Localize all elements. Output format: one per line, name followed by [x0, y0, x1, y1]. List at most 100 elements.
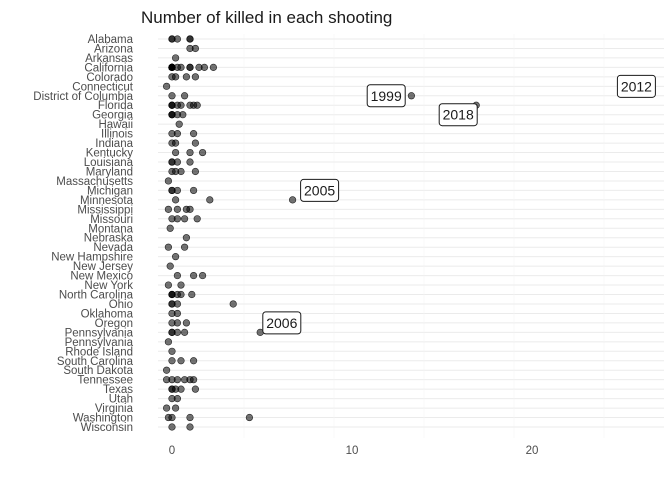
data-point: [182, 319, 190, 327]
data-point: [168, 92, 176, 100]
data-point: [188, 290, 196, 299]
y-tick-label: Michigan: [87, 185, 133, 197]
y-tick-label: South Dakota: [63, 365, 133, 377]
data-point: [177, 63, 185, 71]
annotation-box: [366, 84, 406, 108]
y-tick-label: Hawaii: [98, 119, 133, 131]
data-point: [177, 101, 185, 109]
y-tick-label: Washington: [73, 413, 133, 425]
data-point: [186, 63, 194, 71]
data-point: [172, 404, 180, 412]
y-tick-label: Wisconsin: [81, 422, 133, 434]
y-tick-label: New Mexico: [70, 271, 133, 283]
data-point: [173, 186, 181, 195]
data-point: [173, 130, 181, 138]
data-point: [209, 63, 217, 71]
data-point: [407, 92, 416, 100]
y-tick-label: Nebraska: [84, 233, 134, 245]
y-tick-labels: AlabamaArizonaArkansasCaliforniaColorado…: [33, 34, 134, 434]
data-point: [199, 271, 207, 280]
annotation-box: [300, 178, 340, 202]
data-point: [164, 338, 172, 346]
data-point: [182, 73, 190, 81]
data-point: [166, 262, 174, 270]
data-point: [173, 319, 181, 327]
y-tick-label: Nevada: [93, 242, 133, 254]
data-point: [190, 130, 198, 138]
data-point: [172, 73, 180, 81]
data-point: [173, 300, 181, 308]
y-tick-label: Oklahoma: [81, 308, 134, 320]
data-point: [173, 205, 181, 213]
data-point: [163, 82, 171, 90]
data-point: [175, 120, 183, 128]
y-tick-label: District of Columbia: [33, 91, 133, 103]
data-point: [168, 423, 176, 431]
y-tick-label: Pennsylvania: [65, 337, 134, 349]
data-point: [168, 357, 176, 365]
data-point: [173, 158, 181, 166]
data-point: [172, 196, 180, 204]
annotation-text: 2018: [443, 107, 474, 123]
data-point: [190, 357, 198, 365]
y-tick-label: Maryland: [86, 166, 133, 178]
data-point: [164, 281, 172, 289]
data-point: [229, 300, 237, 308]
chart-title: Number of killed in each shooting: [141, 8, 392, 27]
annotation-label: 2005: [300, 178, 340, 202]
y-tick-label: Texas: [103, 384, 133, 396]
x-tick-label: 0: [169, 445, 175, 457]
y-tick-label: California: [84, 62, 133, 74]
data-point: [190, 271, 198, 280]
annotation-box: [438, 103, 478, 127]
data-point: [186, 158, 194, 166]
data-point: [191, 73, 199, 81]
y-tick-label: Virginia: [95, 403, 134, 415]
data-point: [164, 205, 172, 213]
data-point: [177, 385, 185, 393]
data-point: [182, 234, 190, 242]
data-point: [172, 139, 180, 147]
data-point: [177, 357, 185, 365]
y-tick-label: Georgia: [92, 110, 134, 122]
data-point: [163, 404, 171, 412]
data-point: [181, 215, 189, 223]
y-tick-label: Mississippi: [77, 204, 133, 216]
data-point: [164, 243, 172, 251]
y-tick-label: Minnesota: [80, 195, 134, 207]
data-point: [191, 385, 199, 393]
annotation-label: 2018: [438, 103, 478, 127]
annotation-label: 2012: [616, 74, 656, 98]
data-point: [193, 101, 201, 109]
y-tick-label: South Carolina: [57, 356, 134, 368]
data-point: [181, 328, 189, 336]
annotation-box: [262, 311, 302, 335]
x-tick-labels: 0 10 20: [169, 445, 539, 457]
data-point: [172, 253, 180, 261]
data-point: [191, 139, 199, 147]
y-tick-label: Arizona: [94, 43, 134, 55]
annotation-text: 2005: [304, 182, 335, 198]
y-tick-label: Missouri: [90, 214, 133, 226]
data-point: [177, 167, 185, 176]
data-point: [173, 271, 181, 280]
y-tick-label: Ohio: [109, 299, 133, 311]
data-point: [289, 196, 297, 204]
y-tick-label: New Hampshire: [51, 252, 133, 264]
y-tick-label: Oregon: [95, 318, 133, 330]
annotations: 1999 2012 2018 2005 2006: [262, 74, 656, 335]
annotation-text: 1999: [371, 88, 402, 104]
data-point: [173, 35, 181, 43]
y-tick-label: Florida: [98, 100, 134, 112]
annotation-label: 1999: [366, 84, 406, 108]
data-point: [186, 413, 194, 422]
y-tick-label: Utah: [109, 394, 133, 406]
data-point: [177, 281, 185, 289]
y-tick-label: Rhode Island: [65, 346, 133, 358]
y-tick-label: Montana: [88, 223, 133, 235]
y-tick-label: Illinois: [101, 129, 133, 141]
data-points: [163, 35, 480, 431]
data-point: [186, 148, 194, 157]
data-point: [168, 347, 176, 355]
